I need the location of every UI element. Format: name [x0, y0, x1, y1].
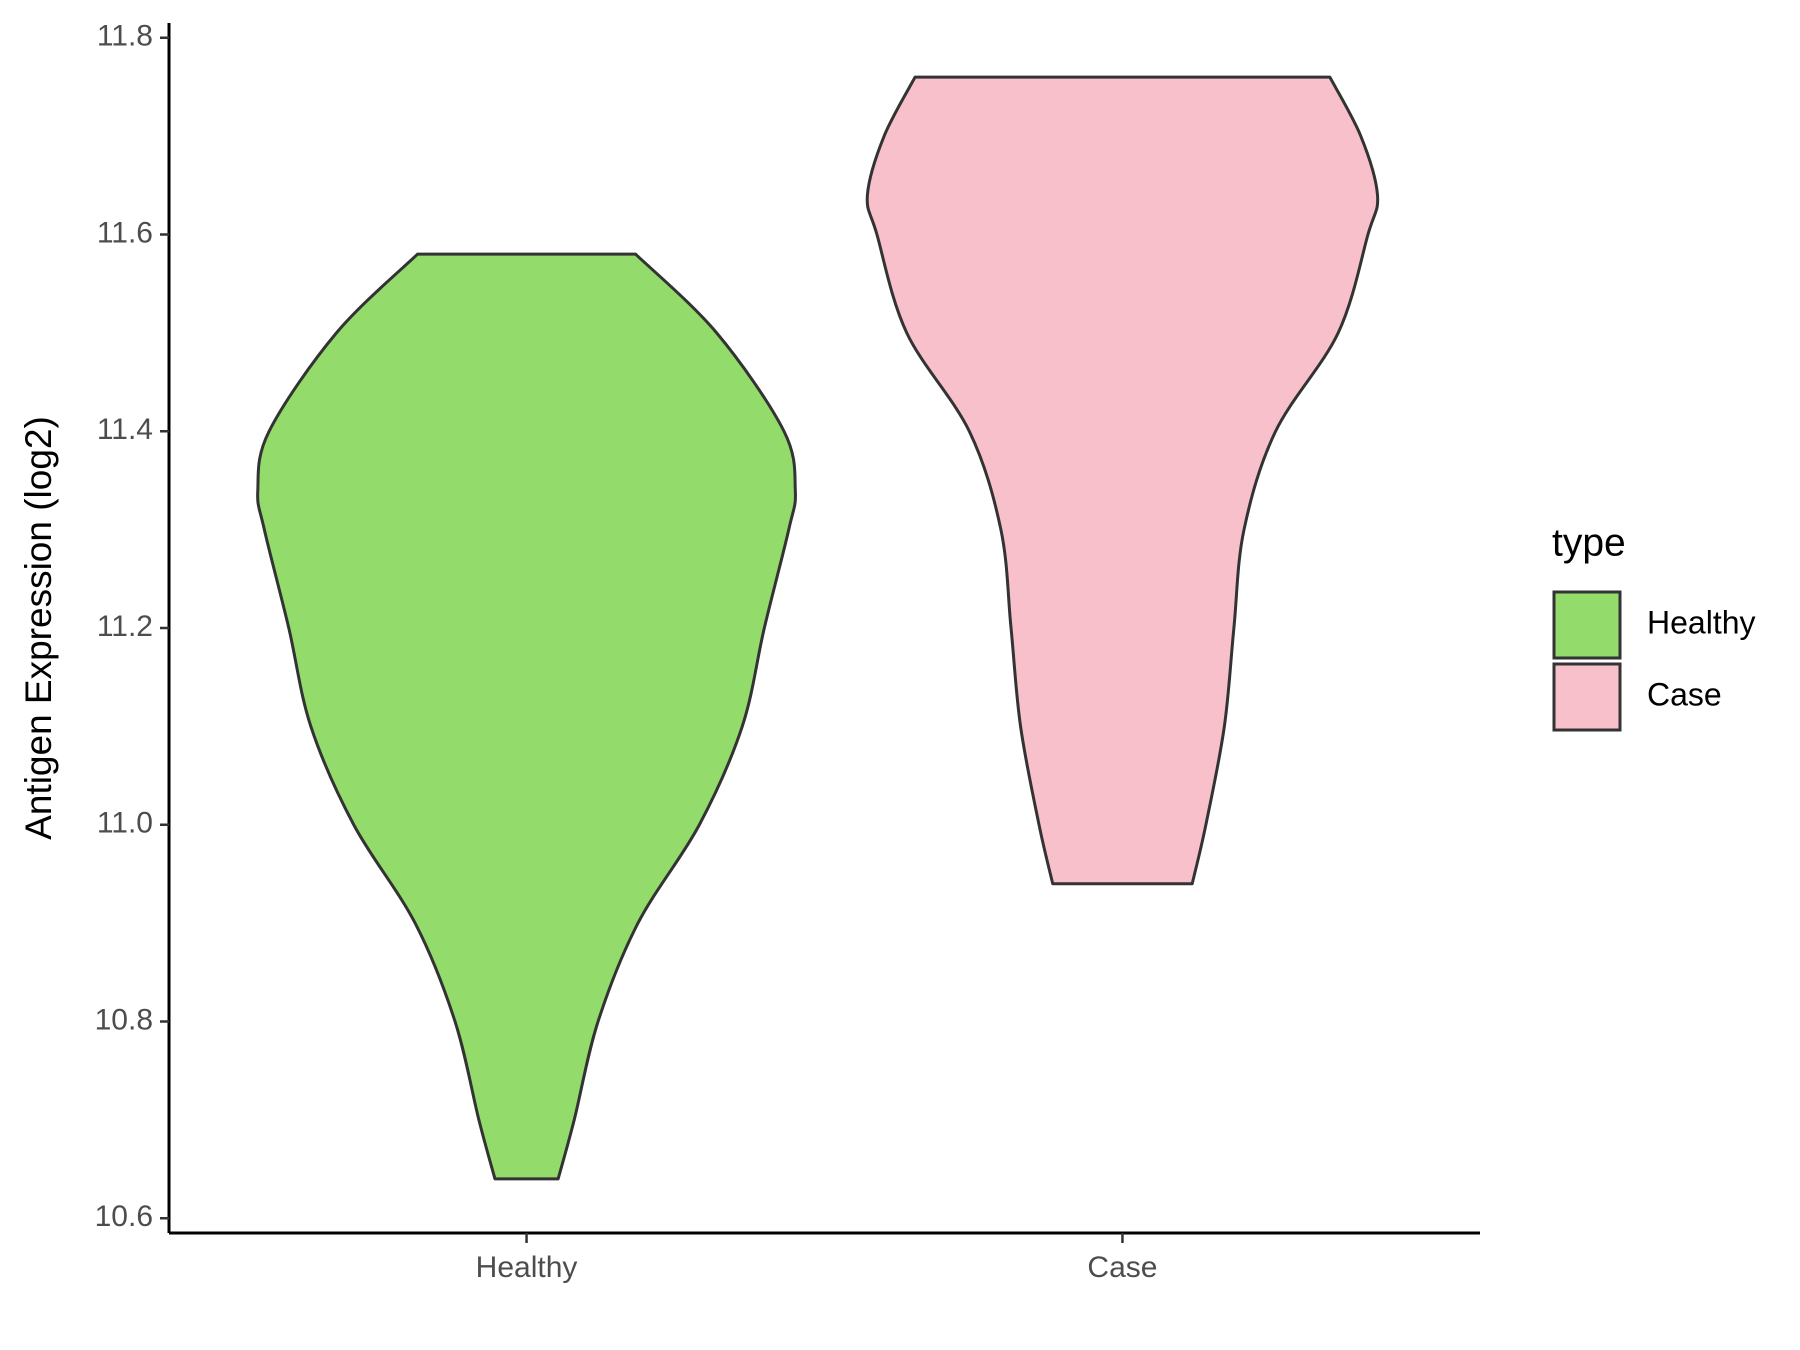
- legend-title: type: [1552, 521, 1626, 564]
- violin: [256, 252, 797, 1181]
- y-tick-label: 11.6: [97, 216, 153, 249]
- y-tick-label: 11.4: [97, 413, 153, 446]
- legend-key: [1552, 590, 1622, 660]
- y-tick-label: 11.2: [97, 610, 153, 643]
- legend-label: Healthy: [1647, 604, 1756, 640]
- y-tick-label: 11.0: [97, 807, 153, 840]
- y-tick-label: 10.8: [95, 1003, 153, 1036]
- y-axis-title: Antigen Expression (log2): [18, 416, 59, 840]
- y-tick-label: 10.6: [95, 1200, 153, 1233]
- violin: [865, 75, 1380, 886]
- x-tick-label: Case: [1087, 1251, 1157, 1284]
- legend-key: [1552, 662, 1622, 732]
- x-tick-label: Healthy: [476, 1251, 578, 1284]
- y-tick-label: 11.8: [97, 20, 153, 53]
- legend-label: Case: [1647, 676, 1722, 712]
